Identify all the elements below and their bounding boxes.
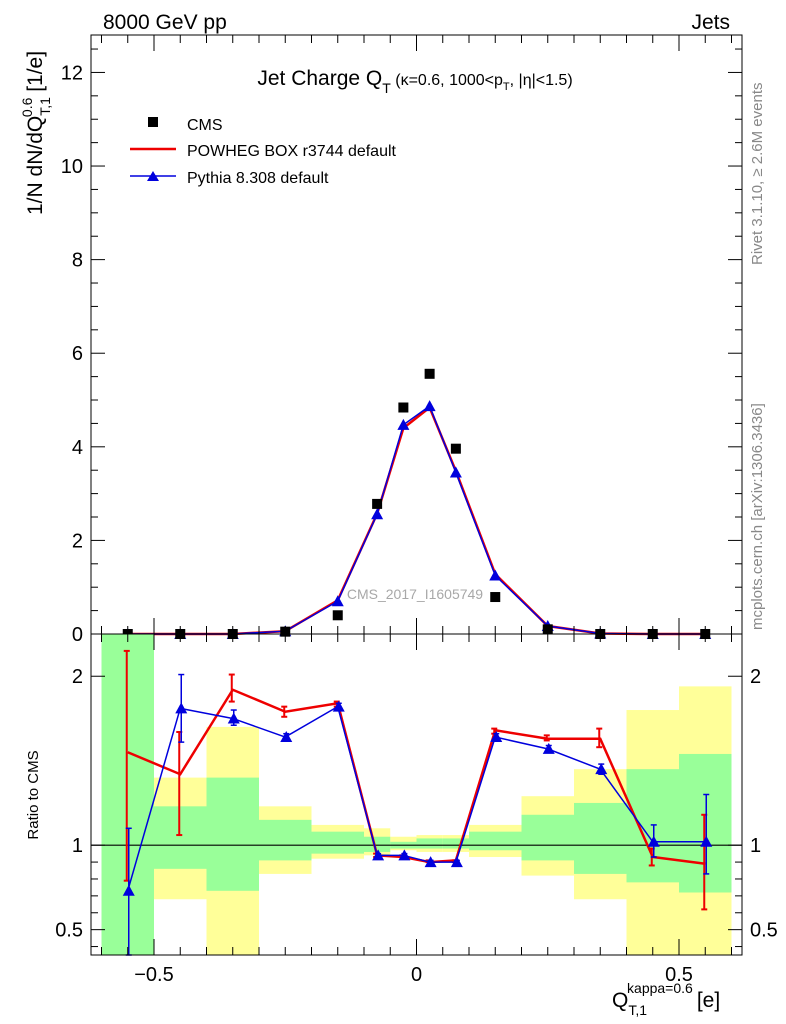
main-axes: 0 2 4 6 8 10 12 [61, 34, 743, 646]
x-tick-label: 0.5 [665, 964, 693, 986]
uncertainty-band-green [206, 777, 259, 891]
main-y-axis-label: 1/N dN/dQT,10.6 [1/e] [19, 51, 53, 215]
x-axis-label: QT,1kappa=0.6[e] [612, 980, 720, 1018]
pythia-ratio-point [700, 835, 713, 847]
uncertainty-band-green [311, 831, 364, 854]
pythia-ratio-point [175, 702, 188, 714]
cms-data-point [332, 610, 343, 621]
pythia-ratio-point [595, 763, 608, 775]
cms-data-point [372, 498, 383, 509]
pythia-ratio-point [542, 742, 555, 754]
chart-title: Jet Charge QT (κ=0.6, 1000<pT, |η|<1.5) [257, 67, 572, 96]
legend-powheg-label: POWHEG BOX r3744 default [187, 143, 397, 160]
cms-data-point [398, 402, 409, 413]
pythia-main-point [489, 569, 502, 581]
pythia-ratio-point [424, 856, 437, 868]
pythia-main-point [371, 508, 384, 520]
uncertainty-band-green [259, 819, 312, 861]
uncertainty-band-green [469, 831, 522, 851]
pythia-ratio-point [647, 835, 660, 847]
pythia-main-point [423, 400, 436, 412]
ratio-y-tick-label-left: 0.5 [55, 920, 83, 942]
rivet-label: Rivet 3.1.10, ≥ 2.6M events [749, 83, 766, 266]
pythia-ratio-point [398, 849, 411, 861]
main-y-tick-label: 0 [72, 624, 83, 646]
ratio-y-tick-label-right: 1 [750, 835, 761, 857]
ratio-bands-layer [101, 634, 732, 955]
ratio-axes: 0.5 0.5 1 1 2 2 −0.5 0 0.5 [55, 633, 778, 986]
ratio-y-tick-label-left: 1 [72, 835, 83, 857]
header-left: 8000 GeV pp [103, 11, 227, 34]
main-y-tick-label: 2 [72, 530, 83, 552]
legend-pythia-label: Pythia 8.308 default [187, 170, 329, 187]
main-y-tick-label: 10 [61, 156, 83, 178]
cms-data-point [424, 368, 435, 379]
pythia-ratio-point [227, 712, 240, 724]
uncertainty-band-green [364, 836, 391, 852]
main-panel: 0 2 4 6 8 10 12 CMS_2017_I1605749 Jet Charge Q… [19, 34, 743, 646]
ratio-panel: 0.5 0.5 1 1 2 2 −0.5 0 0.5 Ratio to CMS QT,1kapp… [25, 633, 778, 1018]
pythia-ratio-point [490, 731, 503, 743]
cms-data-point [490, 592, 501, 603]
ratio-data-layer [91, 649, 742, 956]
main-y-tick-label: 4 [72, 437, 83, 459]
mcplots-label: mcplots.cern.ch [arXiv:1306.3436] [749, 403, 766, 630]
header-right: Jets [691, 11, 730, 34]
ratio-y-tick-label-right: 0.5 [750, 920, 778, 942]
main-y-tick-label: 8 [72, 250, 83, 272]
pythia-ratio-point [450, 856, 463, 868]
pythia-ratio-point [372, 849, 385, 861]
main-y-tick-label: 12 [61, 62, 83, 84]
uncertainty-band-green [521, 814, 574, 861]
x-tick-label: 0 [411, 964, 422, 986]
main-y-tick-label: 6 [72, 343, 83, 365]
legend-cms-marker [148, 117, 158, 127]
ratio-y-axis-label: Ratio to CMS [25, 750, 42, 839]
legend-pythia-marker [147, 171, 159, 181]
legend: CMS POWHEG BOX r3744 default Pythia 8.30… [130, 117, 397, 187]
pythia-main-point [449, 466, 462, 478]
ratio-y-tick-label-left: 2 [72, 666, 83, 688]
uncertainty-band-green [416, 838, 443, 849]
pythia-ratio-point [122, 884, 135, 896]
pythia-ratio-point [280, 731, 293, 743]
powheg-ratio-line [127, 688, 706, 866]
pythia-main-point [397, 418, 410, 430]
uncertainty-band-green [442, 838, 469, 849]
pythia-main-point [331, 595, 344, 607]
x-tick-label: −0.5 [134, 964, 173, 986]
uncertainty-band-green [574, 802, 627, 874]
analysis-watermark: CMS_2017_I1605749 [347, 586, 483, 602]
pythia-ratio-point [332, 700, 345, 712]
pythia-ratio-line [127, 705, 706, 892]
legend-cms-label: CMS [187, 117, 223, 134]
cms-data-point [450, 443, 461, 454]
ratio-y-tick-label-right: 2 [750, 666, 761, 688]
